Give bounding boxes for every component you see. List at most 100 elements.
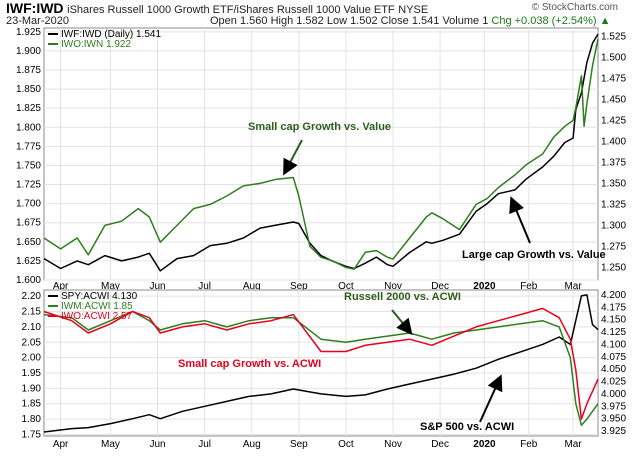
left-tick-label: 1.925 bbox=[16, 27, 41, 38]
left-tick-label: 1.800 bbox=[16, 122, 41, 133]
right-tick-label: 1.350 bbox=[601, 178, 626, 189]
series-line-top-0 bbox=[43, 33, 599, 272]
x-tick-label: Oct bbox=[338, 439, 354, 450]
x-tick-label: Apr bbox=[53, 439, 69, 450]
right-tick-label: 1.375 bbox=[601, 157, 626, 168]
left-tick-label: 1.85 bbox=[22, 399, 42, 410]
x-tick-label: Jun bbox=[150, 439, 166, 450]
x-tick-label: Aug bbox=[243, 439, 261, 450]
left-tick-label: 1.90 bbox=[22, 383, 42, 394]
right-tick-label: 3.925 bbox=[601, 426, 626, 437]
x-tick-label: Mar bbox=[564, 439, 582, 450]
left-tick-label: 1.80 bbox=[22, 414, 42, 425]
x-tick-label: Apr bbox=[53, 281, 69, 292]
left-tick-label: 1.700 bbox=[16, 199, 41, 210]
left-tick-label: 1.625 bbox=[16, 256, 41, 267]
left-tick-label: 2.15 bbox=[22, 307, 42, 318]
legend-entry: SPY:ACWI 4.130 bbox=[61, 291, 138, 302]
change-up-icon: ▲ bbox=[599, 15, 611, 27]
x-tick-label: 2020 bbox=[473, 281, 496, 292]
annotation-arrow bbox=[479, 374, 503, 423]
right-tick-label: 4.175 bbox=[601, 302, 626, 313]
x-tick-label: May bbox=[101, 281, 120, 292]
annotation-label: S&P 500 vs. ACWI bbox=[420, 421, 514, 433]
x-tick-label: Nov bbox=[384, 281, 402, 292]
series-line-bottom-0 bbox=[43, 294, 599, 433]
right-tick-label: 1.300 bbox=[601, 220, 626, 231]
left-tick-label: 1.900 bbox=[16, 46, 41, 57]
right-tick-label: 1.400 bbox=[601, 136, 626, 147]
chart-title: IWF:IWD iShares Russell 1000 Growth ETF/… bbox=[6, 0, 428, 16]
right-tick-label: 4.100 bbox=[601, 339, 626, 350]
quote-line: Open 1.560 High 1.582 Low 1.502 Close 1.… bbox=[210, 15, 611, 27]
annotation-arrow bbox=[391, 309, 413, 336]
x-tick-label: Jul bbox=[198, 439, 211, 450]
annotation-arrow bbox=[283, 139, 303, 176]
right-tick-label: 4.050 bbox=[601, 364, 626, 375]
annotation-label: Small cap Growth vs. ACWI bbox=[178, 358, 321, 370]
right-tick-label: 4.125 bbox=[601, 327, 626, 338]
left-tick-label: 1.850 bbox=[16, 84, 41, 95]
right-tick-label: 3.950 bbox=[601, 414, 626, 425]
x-tick-label: Mar bbox=[564, 281, 582, 292]
right-tick-label: 1.275 bbox=[601, 241, 626, 252]
left-tick-label: 1.725 bbox=[16, 180, 41, 191]
left-tick-label: 1.600 bbox=[16, 275, 41, 286]
change-value: Chg +0.038 (+2.54%) bbox=[491, 15, 597, 27]
right-tick-label: 1.525 bbox=[601, 31, 626, 42]
left-tick-label: 2.00 bbox=[22, 353, 42, 364]
watermark: © StockCharts.com bbox=[531, 2, 618, 13]
legend-entry: IWO:IWN 1.922 bbox=[61, 39, 131, 50]
annotation-label: Russell 2000 vs. ACWI bbox=[344, 291, 461, 303]
left-tick-label: 2.10 bbox=[22, 322, 42, 333]
right-tick-label: 4.000 bbox=[601, 389, 626, 400]
annotation-label: Small cap Growth vs. Value bbox=[248, 121, 391, 133]
series-line-bottom-2 bbox=[43, 307, 599, 420]
x-tick-label: Aug bbox=[243, 281, 261, 292]
right-tick-label: 4.075 bbox=[601, 352, 626, 363]
x-tick-label: Dec bbox=[431, 439, 449, 450]
volume-value: Volume 1 bbox=[442, 15, 489, 27]
right-tick-label: 1.500 bbox=[601, 52, 626, 63]
left-tick-label: 2.05 bbox=[22, 337, 42, 348]
right-tick-label: 4.150 bbox=[601, 315, 626, 326]
series-line-top-1 bbox=[43, 38, 599, 270]
x-tick-label: Dec bbox=[431, 281, 449, 292]
right-tick-label: 1.425 bbox=[601, 115, 626, 126]
right-tick-label: 4.200 bbox=[601, 290, 626, 301]
left-tick-label: 1.75 bbox=[22, 429, 42, 440]
right-tick-label: 4.025 bbox=[601, 377, 626, 388]
annotation-arrow bbox=[509, 196, 531, 244]
x-tick-label: Sep bbox=[290, 281, 308, 292]
x-tick-label: Nov bbox=[384, 439, 402, 450]
x-tick-label: Oct bbox=[338, 281, 354, 292]
date-label: 23-Mar-2020 bbox=[6, 15, 69, 27]
x-tick-label: 2020 bbox=[473, 439, 496, 450]
legend-entry: IWF:IWD (Daily) 1.541 bbox=[61, 29, 161, 40]
right-tick-label: 1.325 bbox=[601, 199, 626, 210]
left-tick-label: 2.20 bbox=[22, 291, 42, 302]
left-tick-label: 1.875 bbox=[16, 65, 41, 76]
left-tick-label: 1.675 bbox=[16, 218, 41, 229]
series-line-bottom-1 bbox=[43, 310, 599, 426]
left-tick-label: 1.650 bbox=[16, 237, 41, 248]
left-tick-label: 1.750 bbox=[16, 160, 41, 171]
right-tick-label: 3.975 bbox=[601, 401, 626, 412]
legend-entry: IWM:ACWI 1.85 bbox=[61, 301, 133, 312]
x-tick-label: Sep bbox=[290, 439, 308, 450]
x-tick-label: Feb bbox=[520, 439, 538, 450]
close-value: Close 1.541 bbox=[380, 15, 440, 27]
symbol-description: iShares Russell 1000 Growth ETF/iShares … bbox=[67, 4, 395, 16]
high-value: High 1.582 bbox=[270, 15, 324, 27]
right-tick-label: 1.450 bbox=[601, 94, 626, 105]
left-tick-label: 1.775 bbox=[16, 141, 41, 152]
x-tick-label: Feb bbox=[520, 281, 538, 292]
x-tick-label: Jul bbox=[198, 281, 211, 292]
x-tick-label: Jun bbox=[150, 281, 166, 292]
symbol-label: IWF:IWD bbox=[6, 0, 64, 16]
open-value: Open 1.560 bbox=[210, 15, 268, 27]
low-value: Low 1.502 bbox=[326, 15, 378, 27]
right-tick-label: 1.250 bbox=[601, 262, 626, 273]
annotation-label: Large cap Growth vs. Value bbox=[462, 249, 606, 261]
